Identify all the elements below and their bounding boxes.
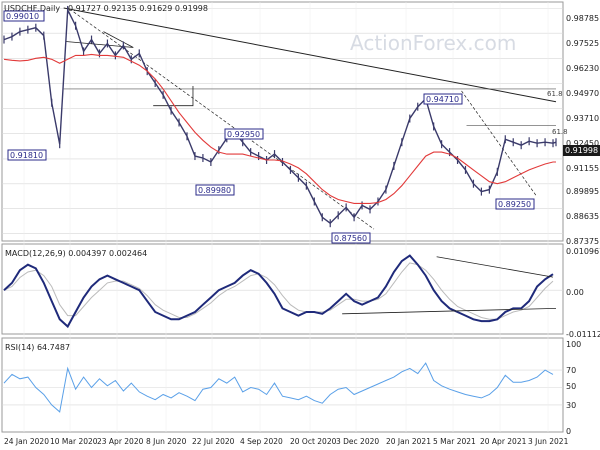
price-panel-border [1,1,564,242]
x-tick: 8 Jun 2020 [146,437,187,446]
watermark: ActionForex.com [350,31,516,55]
rsi-tick: 30 [566,401,576,410]
price-tick: 0.93710 [566,114,599,123]
moving-average-line [3,53,556,204]
annotation-box [224,128,264,140]
macd-tick: 0.010967 [566,247,600,256]
rsi-line [3,362,554,413]
x-tick: 3 Jun 2021 [528,437,569,446]
macd-axis: 0.010967 0.00 -0.011127 [566,247,600,339]
x-tick: 23 Apr 2020 [97,437,144,446]
last-price-label: 0.91998 [565,146,598,155]
price-annotations: 0.99010 0.91810 0.89980 0.92950 0.87560 … [3,10,535,244]
annotation-box [423,93,463,105]
price-tick: 0.91155 [566,164,599,173]
macd-line [3,254,554,329]
trendline-long [63,7,557,103]
fib-label-upper: 61.8 [547,90,563,98]
annotation-box [195,184,235,196]
rsi-layer [3,362,554,413]
annotation-hi-2020: 0.99010 [6,12,39,21]
ohlc-label: 0.91727 0.92135 0.91629 0.91998 [68,4,208,13]
x-tick: 20 Oct 2020 [290,437,337,446]
rsi-tick: 70 [566,366,576,375]
price-tick: 0.92450 [566,139,599,148]
macd-tick: 0.00 [566,288,584,297]
price-tick: 0.89895 [566,187,599,196]
rsi-title: RSI(14) 64.7487 [5,343,70,352]
x-tick: 5 Mar 2021 [433,437,476,446]
x-tick: 10 Mar 2020 [50,437,98,446]
last-price-tag [563,145,600,156]
fib-label-lower: 61.8 [552,128,568,136]
macd-title: MACD(12,26,9) 0.004397 0.002464 [5,249,147,258]
rsi-tick: 100 [566,340,581,349]
annotation-hi-aug: 0.92950 [227,130,260,139]
macd-panel-border [1,243,564,335]
x-tick: 24 Jan 2020 [4,437,49,446]
annotation-box [7,149,47,161]
x-axis: 24 Jan 2020 10 Mar 2020 23 Apr 2020 8 Ju… [4,437,569,446]
macd-signal-line [3,262,554,320]
price-tick: 0.98785 [566,14,599,23]
price-tick: 0.88635 [566,212,599,221]
annotation-low-jul: 0.89980 [198,186,231,195]
rsi-axis: 100 70 50 30 0 [566,340,581,436]
x-tick: 4 Sep 2020 [240,437,283,446]
annotation-box [495,198,535,210]
rsi-tick: 50 [566,382,576,391]
rsi-panel-border [1,337,564,433]
x-tick: 3 Dec 2020 [336,437,379,446]
price-tick: 0.97525 [566,39,599,48]
price-axis: 0.98785 0.97525 0.96230 0.94970 0.93710 … [566,14,599,246]
annotation-box [3,10,45,22]
macd-trendline-lower [342,307,557,315]
grid-layer [2,2,563,432]
x-tick: 20 Apr 2021 [480,437,527,446]
annotation-low-may21: 0.89250 [498,200,531,209]
annotation-low-dec: 0.87560 [334,234,367,243]
dashed-trend-2 [461,90,537,196]
price-series [3,7,557,225]
symbol-label: USDCHF,Daily [4,4,60,13]
macd-tick: -0.011127 [566,330,600,339]
macd-trendline-upper [436,256,554,278]
x-tick: 20 Jan 2021 [386,437,431,446]
channel-pattern [153,85,194,107]
price-tick: 0.94970 [566,89,599,98]
annotation-hi-mar21: 0.94710 [426,95,459,104]
price-tick: 0.87375 [566,237,599,246]
rsi-tick: 0 [566,427,571,436]
annotation-box [331,232,371,244]
price-layer [3,5,557,230]
annotation-low-mar: 0.91810 [10,151,43,160]
x-tick: 22 Jul 2020 [192,437,235,446]
price-tick: 0.96230 [566,64,599,73]
macd-layer [3,254,557,329]
